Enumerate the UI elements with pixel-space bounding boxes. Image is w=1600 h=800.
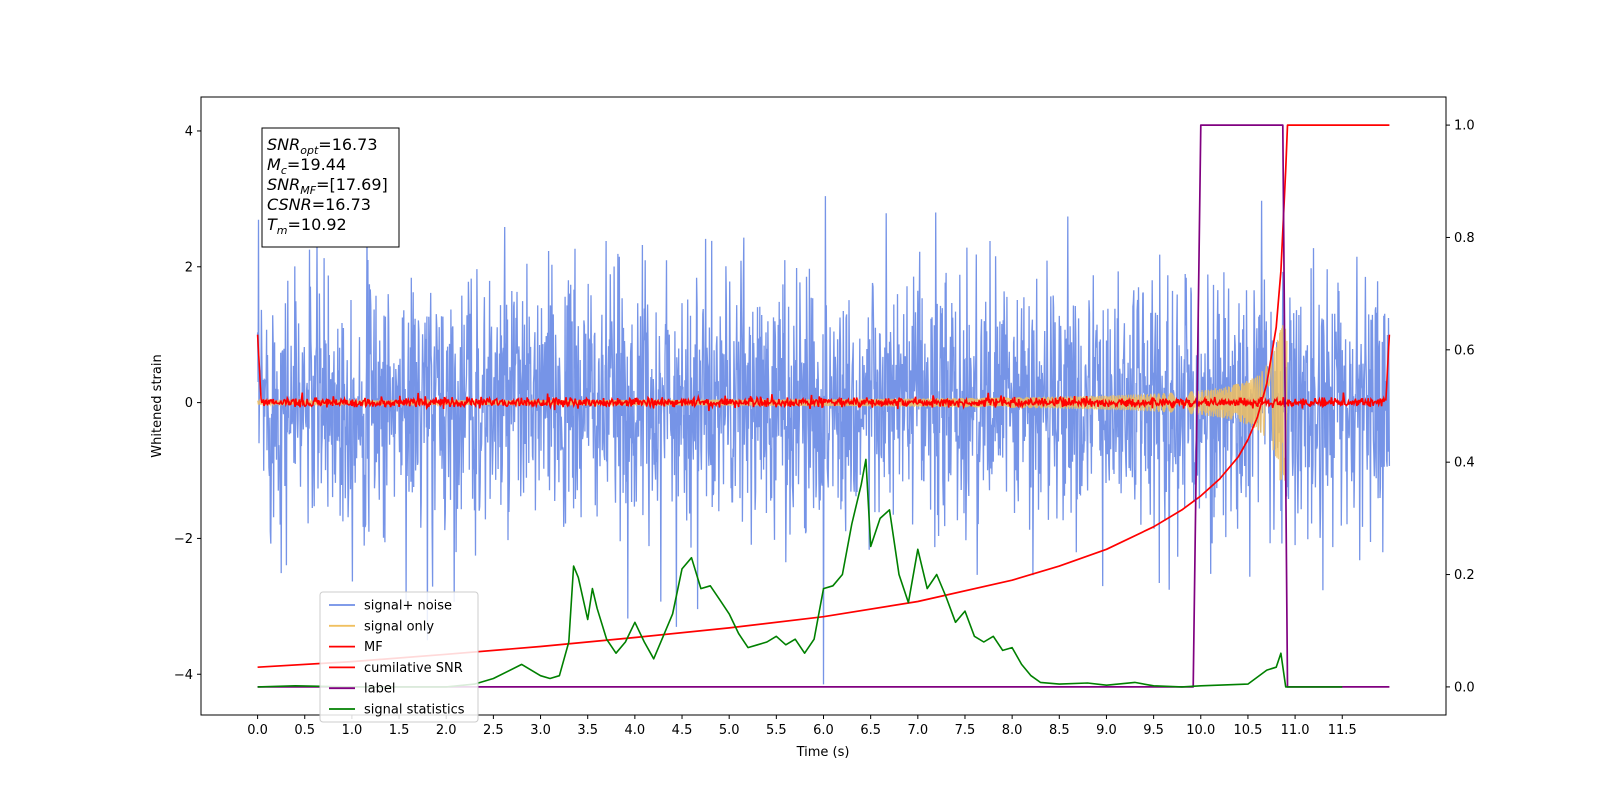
x-tick-label: 1.0 [342,723,363,738]
x-tick-label: 10.0 [1186,723,1215,738]
y-tick-label: 0 [185,396,193,411]
annotation-line: SNRMF=[17.69] [267,175,388,197]
x-tick-label: 3.0 [530,723,551,738]
x-tick-label: 2.5 [483,723,504,738]
series-cumulative-snr [257,124,1390,669]
y2-tick-label: 1.0 [1454,119,1475,134]
x-tick-label: 3.5 [577,723,598,738]
series-mf [256,334,1391,412]
annotation-line: CSNR=16.73 [267,195,371,214]
x-tick-label: 6.0 [813,723,834,738]
legend-label: label [364,682,395,697]
legend-label: signal statistics [364,703,465,718]
legend-frame [319,591,479,723]
x-tick-label: 0.5 [294,723,315,738]
y2-tick-label: 0.6 [1454,343,1475,358]
x-tick-label: 4.0 [625,723,646,738]
y2-tick-label: 0.8 [1454,231,1475,246]
annotation-line: Mc=19.44 [267,155,346,177]
x-tick-label: 10.5 [1233,723,1262,738]
x-tick-label: 2.0 [436,723,457,738]
x-tick-label: 11.5 [1328,723,1357,738]
y-tick-label: 4 [185,124,193,139]
x-tick-label: 4.5 [672,723,693,738]
annotation-line: Tm=10.92 [267,215,347,237]
series-signal-statistics [257,458,1343,688]
x-tick-label: 9.5 [1143,723,1164,738]
legend-label: cumilative SNR [364,661,463,676]
y-tick-label: 2 [185,260,193,275]
x-tick-label: 8.5 [1049,723,1070,738]
x-tick-label: 1.5 [389,723,410,738]
x-tick-label: 7.5 [955,723,976,738]
legend-label: signal+ noise [364,599,452,614]
y2-tick-label: 0.0 [1454,680,1475,695]
x-tick-label: 9.0 [1096,723,1117,738]
x-tick-label: 7.0 [907,723,928,738]
annotation-line: SNRopt=16.73 [267,135,378,157]
y2-tick-label: 0.2 [1454,568,1475,583]
y2-tick-label: 0.4 [1454,456,1475,471]
x-tick-label: 6.5 [860,723,881,738]
x-tick-label: 0.0 [247,723,268,738]
legend-label: MF [364,640,383,655]
annotation-box: SNRopt=16.73Mc=19.44SNRMF=[17.69]CSNR=16… [261,127,400,248]
x-tick-label: 8.0 [1002,723,1023,738]
y-tick-label: −2 [174,532,193,547]
annotation-frame [261,127,400,248]
y-axis-label: Whitened strain [150,354,165,457]
x-tick-label: 11.0 [1281,723,1310,738]
legend-label: signal only [364,619,434,634]
y-tick-label: −4 [174,668,193,683]
axes-layer: 0.0 0.5 1.0 1.5 2.0 2.5 3.0 3.5 4.0 4.5 5.0 5.5 6.0 6… [174,119,1475,738]
x-axis-label: Time (s) [796,745,850,760]
x-tick-label: 5.5 [766,723,787,738]
legend: signal+ noise signal only MF cumilative SNR… [319,591,479,723]
x-tick-label: 5.0 [719,723,740,738]
data-layer [256,124,1391,688]
series-signal-noise [256,196,1391,685]
